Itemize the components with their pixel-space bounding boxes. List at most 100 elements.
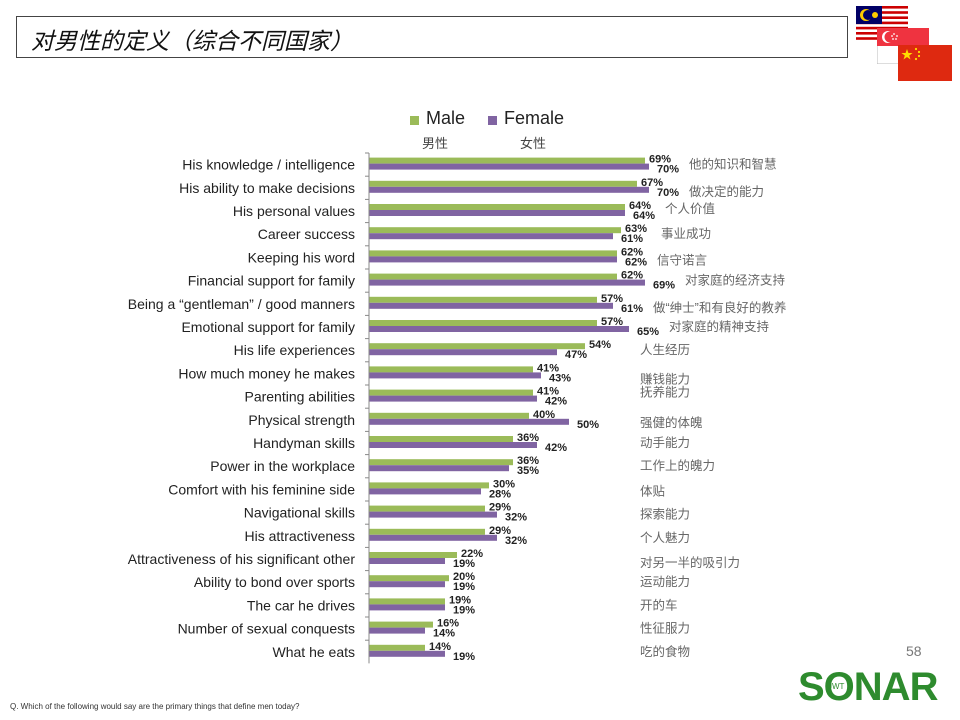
bar-female <box>369 627 425 634</box>
bar-male <box>369 296 597 303</box>
category-label: How much money he makes <box>178 365 355 381</box>
value-label-female: 47% <box>565 349 587 361</box>
value-label-male: 40% <box>533 409 555 421</box>
category-label: His knowledge / intelligence <box>182 157 355 173</box>
value-label-male: 41% <box>537 362 559 374</box>
category-label: Ability to bond over sports <box>194 574 355 590</box>
category-label: Physical strength <box>248 412 355 428</box>
value-label-female: 14% <box>433 628 455 640</box>
bar-female <box>369 326 629 332</box>
category-label: Financial support for family <box>188 273 355 289</box>
value-label-female: 70% <box>657 187 679 199</box>
value-label-female: 19% <box>453 651 475 663</box>
category-label: Parenting abilities <box>244 389 355 405</box>
category-label: Navigational skills <box>244 505 355 521</box>
bar-male <box>369 644 425 651</box>
category-label-cn: 个人价值 <box>665 201 715 216</box>
bar-male <box>369 459 513 466</box>
bar-female <box>369 442 537 448</box>
category-label-cn: 对另一半的吸引力 <box>640 555 740 570</box>
legend-female-swatch <box>488 116 497 125</box>
legend-male-cn: 男性 <box>422 136 449 151</box>
value-label-male: 54% <box>589 339 611 351</box>
bar-male <box>369 505 485 512</box>
legend-male-label: Male <box>426 108 466 128</box>
value-label-female: 64% <box>633 210 655 222</box>
category-label-cn: 强健的体魄 <box>640 415 703 430</box>
bar-female <box>369 650 445 657</box>
category-label-cn: 性征服力 <box>640 622 690 636</box>
value-label-male: 22% <box>461 548 483 560</box>
category-label: Emotional support for family <box>181 319 355 335</box>
bar-female <box>369 418 569 425</box>
category-label-cn: 对家庭的经济支持 <box>685 273 785 288</box>
bar-female <box>369 233 613 240</box>
sonar-logo: SONAR JWT <box>798 665 940 708</box>
category-label: Being a “gentleman” / good manners <box>128 296 355 312</box>
value-label-male: 62% <box>621 270 643 282</box>
page-number: 58 <box>906 643 922 659</box>
bar-female <box>369 604 445 611</box>
bar-female <box>369 256 617 263</box>
category-label: Handyman skills <box>253 435 355 451</box>
value-label-male: 19% <box>449 594 471 606</box>
value-label-female: 32% <box>505 535 527 547</box>
bar-female <box>369 279 645 286</box>
bar-female <box>369 488 481 495</box>
category-label: Comfort with his feminine side <box>168 481 355 497</box>
logo-sub: JWT <box>828 682 845 691</box>
category-label-cn: 信守诺言 <box>657 253 707 267</box>
bar-male <box>369 621 433 628</box>
category-label-cn: 做决定的能力 <box>689 184 764 199</box>
value-label-female: 28% <box>489 488 511 500</box>
value-label-male: 62% <box>621 246 643 258</box>
value-label-male: 14% <box>429 641 451 653</box>
value-label-female: 32% <box>505 512 527 524</box>
bar-female <box>369 186 649 193</box>
footnote: Q. Which of the following would say are … <box>10 702 300 711</box>
bar-female <box>369 349 557 356</box>
value-label-female: 65% <box>637 326 659 338</box>
value-label-male: 63% <box>625 223 647 235</box>
value-label-female: 50% <box>577 419 599 431</box>
bar-female <box>369 302 613 309</box>
bar-male <box>369 250 617 257</box>
value-label-male: 57% <box>601 316 623 328</box>
category-label: His ability to make decisions <box>179 180 355 196</box>
category-label-cn: 做“绅士”和有良好的教养 <box>653 300 786 315</box>
value-label-male: 36% <box>517 432 539 444</box>
value-label-female: 62% <box>625 256 647 268</box>
legend-female-cn: 女性 <box>520 136 547 151</box>
value-label-male: 69% <box>649 154 671 166</box>
bar-male <box>369 528 485 535</box>
value-label-male: 41% <box>537 386 559 398</box>
value-label-male: 30% <box>493 478 515 490</box>
value-label-male: 64% <box>629 200 651 212</box>
category-label-cn: 运动能力 <box>640 575 690 589</box>
category-label-cn: 对家庭的精神支持 <box>669 319 769 334</box>
legend-male-swatch <box>410 116 419 125</box>
bar-male <box>369 575 449 582</box>
value-label-male: 29% <box>489 502 511 514</box>
legend-female-label: Female <box>504 108 565 128</box>
value-label-female: 69% <box>653 280 675 292</box>
value-label-male: 16% <box>437 618 459 630</box>
bar-male <box>369 436 513 442</box>
value-label-female: 42% <box>545 396 567 408</box>
value-label-female: 61% <box>621 303 643 315</box>
value-label-male: 36% <box>517 455 539 467</box>
bar-female <box>369 581 445 588</box>
page-title: 对男性的定义（综合不同国家） <box>31 29 353 55</box>
bar-male <box>369 366 533 373</box>
category-label: Power in the workplace <box>210 458 355 474</box>
category-label: Number of sexual conquests <box>178 621 355 637</box>
category-label: His life experiences <box>234 342 355 358</box>
category-label-cn: 事业成功 <box>661 227 711 241</box>
category-label: Career success <box>258 226 355 242</box>
bar-male <box>369 412 529 419</box>
bar-female <box>369 163 649 170</box>
category-label: What he eats <box>273 644 356 660</box>
category-label-cn: 工作上的魄力 <box>640 458 715 473</box>
category-label-cn: 开的车 <box>640 597 678 612</box>
value-label-female: 42% <box>545 442 567 454</box>
